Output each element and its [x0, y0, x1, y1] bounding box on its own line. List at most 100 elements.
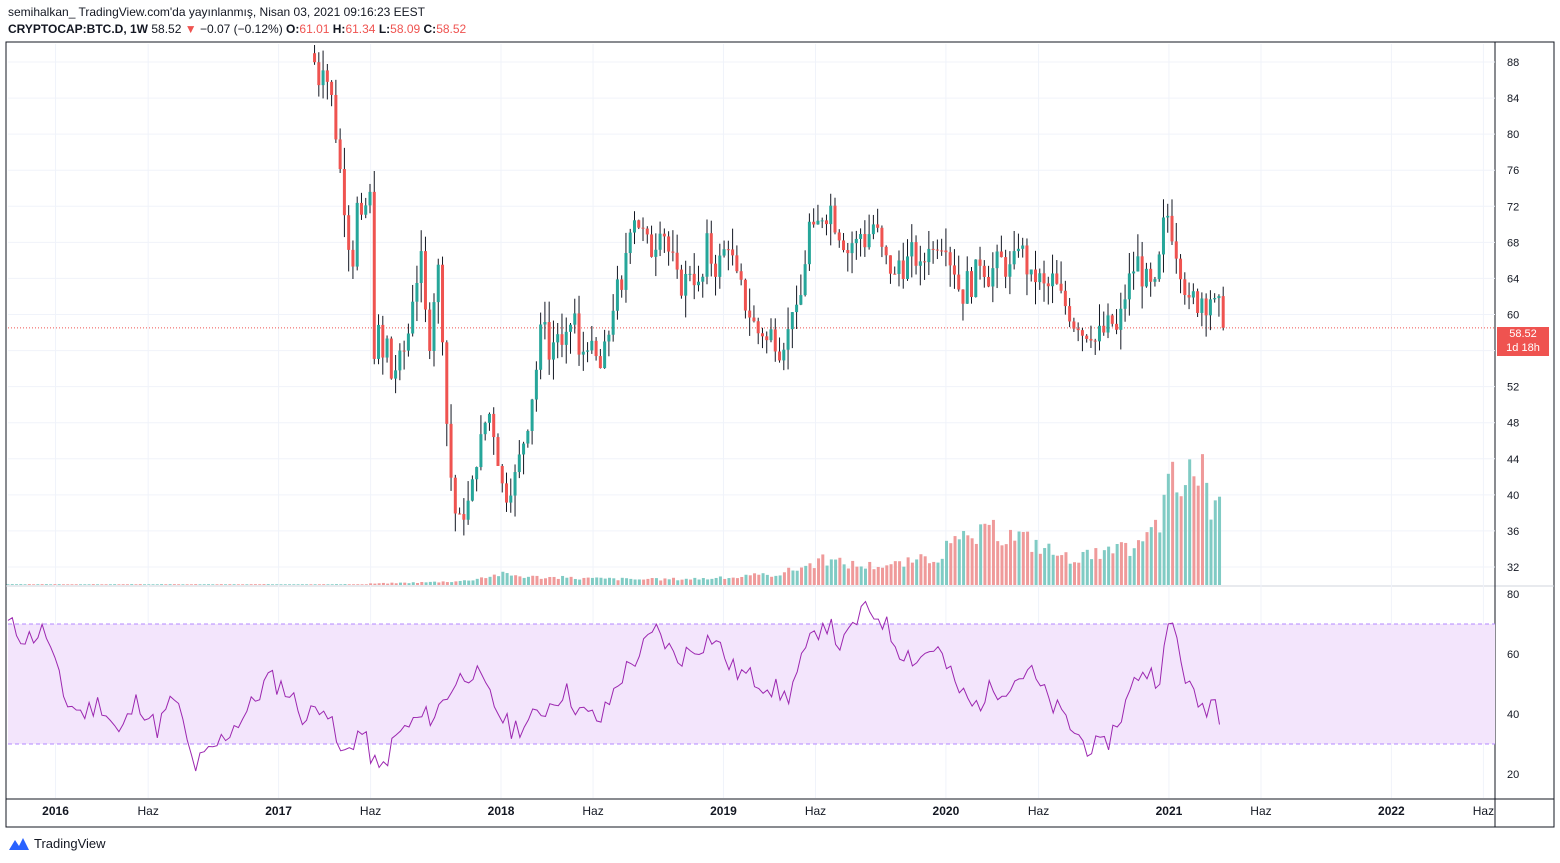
candle-body[interactable] [790, 312, 794, 330]
candle-body[interactable] [850, 243, 854, 254]
candle-body[interactable] [1106, 315, 1110, 333]
candle-body[interactable] [948, 252, 952, 266]
candle-body[interactable] [496, 437, 500, 466]
candle-body[interactable] [863, 234, 867, 248]
candle-body[interactable] [910, 242, 914, 257]
candle-body[interactable] [334, 94, 338, 140]
candle-body[interactable] [816, 220, 820, 225]
candle-body[interactable] [769, 329, 773, 341]
candle-body[interactable] [645, 228, 649, 235]
candle-body[interactable] [513, 472, 517, 496]
candle-body[interactable] [359, 202, 363, 215]
candle-body[interactable] [1085, 335, 1089, 339]
candle-body[interactable] [1200, 298, 1204, 313]
candle-body[interactable] [441, 264, 445, 343]
candlestick-series[interactable] [313, 45, 1225, 536]
candle-body[interactable] [573, 313, 577, 325]
candle-body[interactable] [1004, 257, 1008, 277]
candle-body[interactable] [940, 250, 944, 252]
candle-body[interactable] [901, 260, 905, 280]
candle-body[interactable] [492, 413, 496, 438]
candle-body[interactable] [586, 350, 590, 352]
candle-body[interactable] [1161, 217, 1165, 255]
candle-body[interactable] [364, 205, 368, 215]
candle-body[interactable] [1221, 296, 1225, 328]
candle-body[interactable] [1038, 273, 1042, 283]
candle-body[interactable] [918, 261, 922, 266]
candle-body[interactable] [603, 341, 607, 369]
candle-body[interactable] [624, 253, 628, 290]
author-name[interactable]: semihalkan_ [8, 5, 76, 19]
candle-body[interactable] [1166, 215, 1170, 218]
candle-body[interactable] [935, 249, 939, 251]
candle-body[interactable] [739, 271, 743, 280]
candle-body[interactable] [714, 263, 718, 277]
candle-body[interactable] [782, 349, 786, 361]
candle-body[interactable] [1012, 251, 1016, 265]
candle-body[interactable] [837, 232, 841, 241]
candle-body[interactable] [1063, 290, 1067, 307]
candle-body[interactable] [709, 233, 713, 264]
candle-body[interactable] [756, 321, 760, 334]
candle-body[interactable] [581, 351, 585, 355]
candle-body[interactable] [718, 255, 722, 277]
candle-body[interactable] [1187, 294, 1191, 298]
candle-body[interactable] [432, 302, 436, 351]
candle-body[interactable] [530, 399, 534, 431]
candle-body[interactable] [342, 169, 346, 216]
candle-body[interactable] [931, 248, 935, 250]
candle-body[interactable] [470, 479, 474, 501]
candle-body[interactable] [1140, 256, 1144, 287]
candle-body[interactable] [995, 251, 999, 269]
candle-body[interactable] [1136, 256, 1140, 272]
candle-body[interactable] [880, 227, 884, 247]
candle-body[interactable] [1008, 264, 1012, 277]
candle-body[interactable] [1097, 325, 1101, 342]
candle-body[interactable] [500, 465, 504, 484]
candle-body[interactable] [658, 233, 662, 250]
candle-body[interactable] [688, 273, 692, 275]
candle-body[interactable] [551, 342, 555, 360]
candle-body[interactable] [1127, 273, 1131, 300]
candle-body[interactable] [824, 220, 828, 225]
candle-body[interactable] [1051, 273, 1055, 287]
candle-body[interactable] [846, 250, 850, 254]
candle-body[interactable] [632, 220, 636, 233]
candle-body[interactable] [701, 276, 705, 282]
candle-body[interactable] [556, 334, 560, 343]
candle-body[interactable] [1123, 299, 1127, 309]
candle-body[interactable] [611, 310, 615, 335]
candle-body[interactable] [598, 356, 602, 369]
candle-body[interactable] [773, 329, 777, 352]
candle-body[interactable] [475, 467, 479, 480]
candle-body[interactable] [786, 329, 790, 350]
candle-body[interactable] [415, 282, 419, 302]
candle-body[interactable] [859, 234, 863, 239]
candle-body[interactable] [888, 255, 892, 274]
candle-body[interactable] [650, 234, 654, 257]
candle-body[interactable] [799, 295, 803, 305]
candle-body[interactable] [462, 514, 466, 520]
candle-body[interactable] [884, 246, 888, 256]
candle-body[interactable] [1153, 279, 1157, 282]
candle-body[interactable] [637, 220, 641, 228]
candle-body[interactable] [534, 369, 538, 400]
candle-body[interactable] [394, 370, 398, 379]
candle-body[interactable] [479, 434, 483, 468]
candle-body[interactable] [449, 423, 453, 478]
candle-body[interactable] [419, 251, 423, 283]
candle-body[interactable] [1208, 299, 1212, 316]
candle-body[interactable] [795, 304, 799, 313]
candle-body[interactable] [466, 500, 470, 520]
candle-body[interactable] [325, 70, 329, 82]
candle-body[interactable] [1144, 268, 1148, 287]
candle-body[interactable] [987, 276, 991, 287]
candle-body[interactable] [760, 333, 764, 337]
candle-body[interactable] [1102, 325, 1106, 333]
candle-body[interactable] [696, 281, 700, 286]
candle-body[interactable] [1080, 330, 1084, 336]
candle-body[interactable] [1183, 279, 1187, 295]
candle-body[interactable] [735, 255, 739, 272]
candle-body[interactable] [313, 53, 317, 63]
